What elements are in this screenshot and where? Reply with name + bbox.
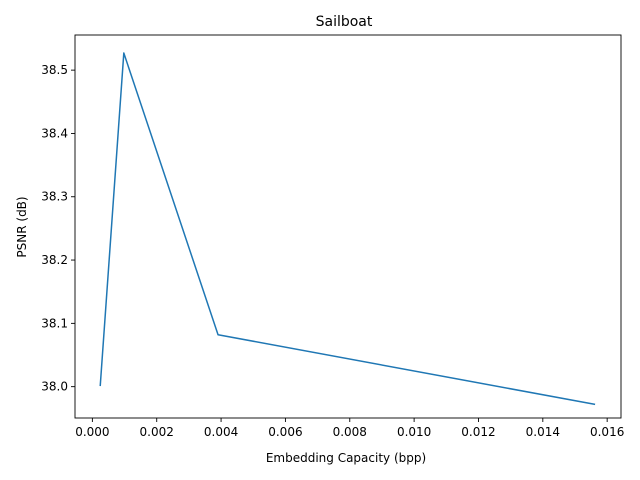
y-axis-label: PSNR (dB) bbox=[15, 196, 29, 257]
x-axis-label: Embedding Capacity (bpp) bbox=[266, 451, 426, 465]
y-tick-label: 38.1 bbox=[41, 316, 68, 330]
x-tick-label: 0.002 bbox=[140, 425, 174, 439]
x-tick-label: 0.016 bbox=[590, 425, 624, 439]
x-tick-label: 0.000 bbox=[75, 425, 109, 439]
y-axis: 38.0 38.1 38.2 38.3 38.4 38.5 bbox=[41, 63, 75, 394]
plot-area bbox=[74, 34, 622, 419]
y-tick-label: 38.0 bbox=[41, 380, 68, 394]
y-tick-label: 38.2 bbox=[41, 253, 68, 267]
chart-title: Sailboat bbox=[316, 14, 373, 30]
series-layer bbox=[99, 52, 596, 406]
x-tick-label: 0.010 bbox=[397, 425, 431, 439]
series-line bbox=[99, 52, 596, 406]
x-tick-label: 0.012 bbox=[461, 425, 495, 439]
x-tick-label: 0.014 bbox=[526, 425, 560, 439]
y-tick-label: 38.3 bbox=[41, 190, 68, 204]
x-axis: 0.000 0.002 0.004 0.006 0.008 0.010 0.012 0.014… bbox=[75, 418, 624, 439]
y-tick-label: 38.5 bbox=[41, 63, 68, 77]
x-tick-label: 0.006 bbox=[268, 425, 302, 439]
x-tick-label: 0.008 bbox=[333, 425, 367, 439]
x-tick-label: 0.004 bbox=[204, 425, 238, 439]
y-tick-label: 38.4 bbox=[41, 126, 68, 140]
